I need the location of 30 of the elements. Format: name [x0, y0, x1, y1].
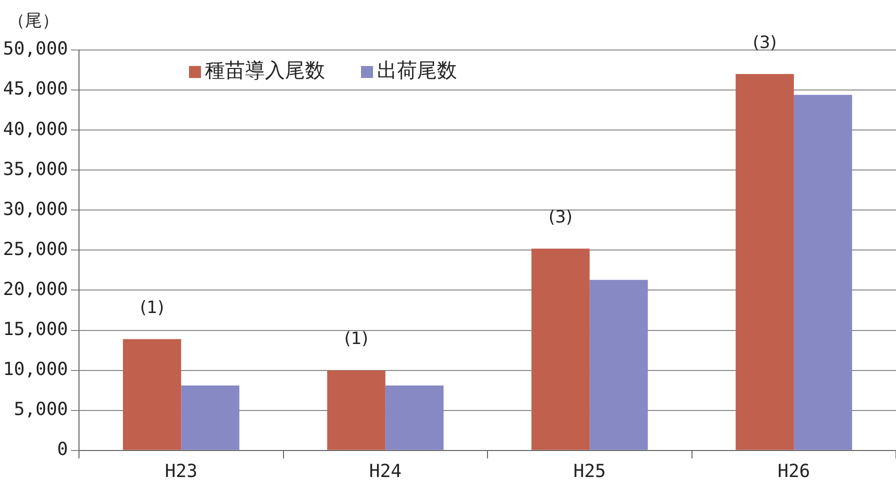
legend-label: 出荷尾数	[377, 58, 458, 82]
y-tick-label: 35,000	[2, 158, 68, 180]
annotation: (3)	[548, 208, 573, 228]
bar	[181, 386, 240, 450]
y-tick-label: 20,000	[2, 278, 68, 300]
y-tick-label: 25,000	[2, 238, 68, 260]
y-tick-label: 0	[57, 439, 68, 460]
x-tick-label: H26	[778, 460, 810, 482]
bar	[327, 370, 386, 450]
y-tick-label: 15,000	[2, 318, 68, 340]
y-tick-label: 5,000	[14, 399, 68, 420]
annotation: (1)	[140, 298, 164, 318]
y-tick-label: 45,000	[2, 78, 68, 100]
x-tick-label: H25	[573, 460, 606, 482]
bar	[794, 94, 852, 450]
y-tick-label: 50,000	[2, 38, 68, 60]
bar	[531, 248, 590, 450]
y-tick-label: 10,000	[2, 358, 68, 380]
x-tick-label: H24	[369, 460, 402, 482]
y-tick-label: 40,000	[2, 118, 68, 140]
bar	[385, 386, 444, 450]
annotation: (3)	[752, 32, 777, 53]
y-axis-title: （尾）	[8, 10, 59, 31]
legend-label: 種苗導入尾数	[205, 58, 326, 82]
bar	[736, 74, 794, 450]
x-tick-label: H23	[164, 460, 198, 482]
bar	[590, 280, 648, 450]
y-tick-label: 30,000	[2, 198, 68, 220]
bar	[122, 339, 182, 450]
annotation: (1)	[344, 329, 368, 350]
